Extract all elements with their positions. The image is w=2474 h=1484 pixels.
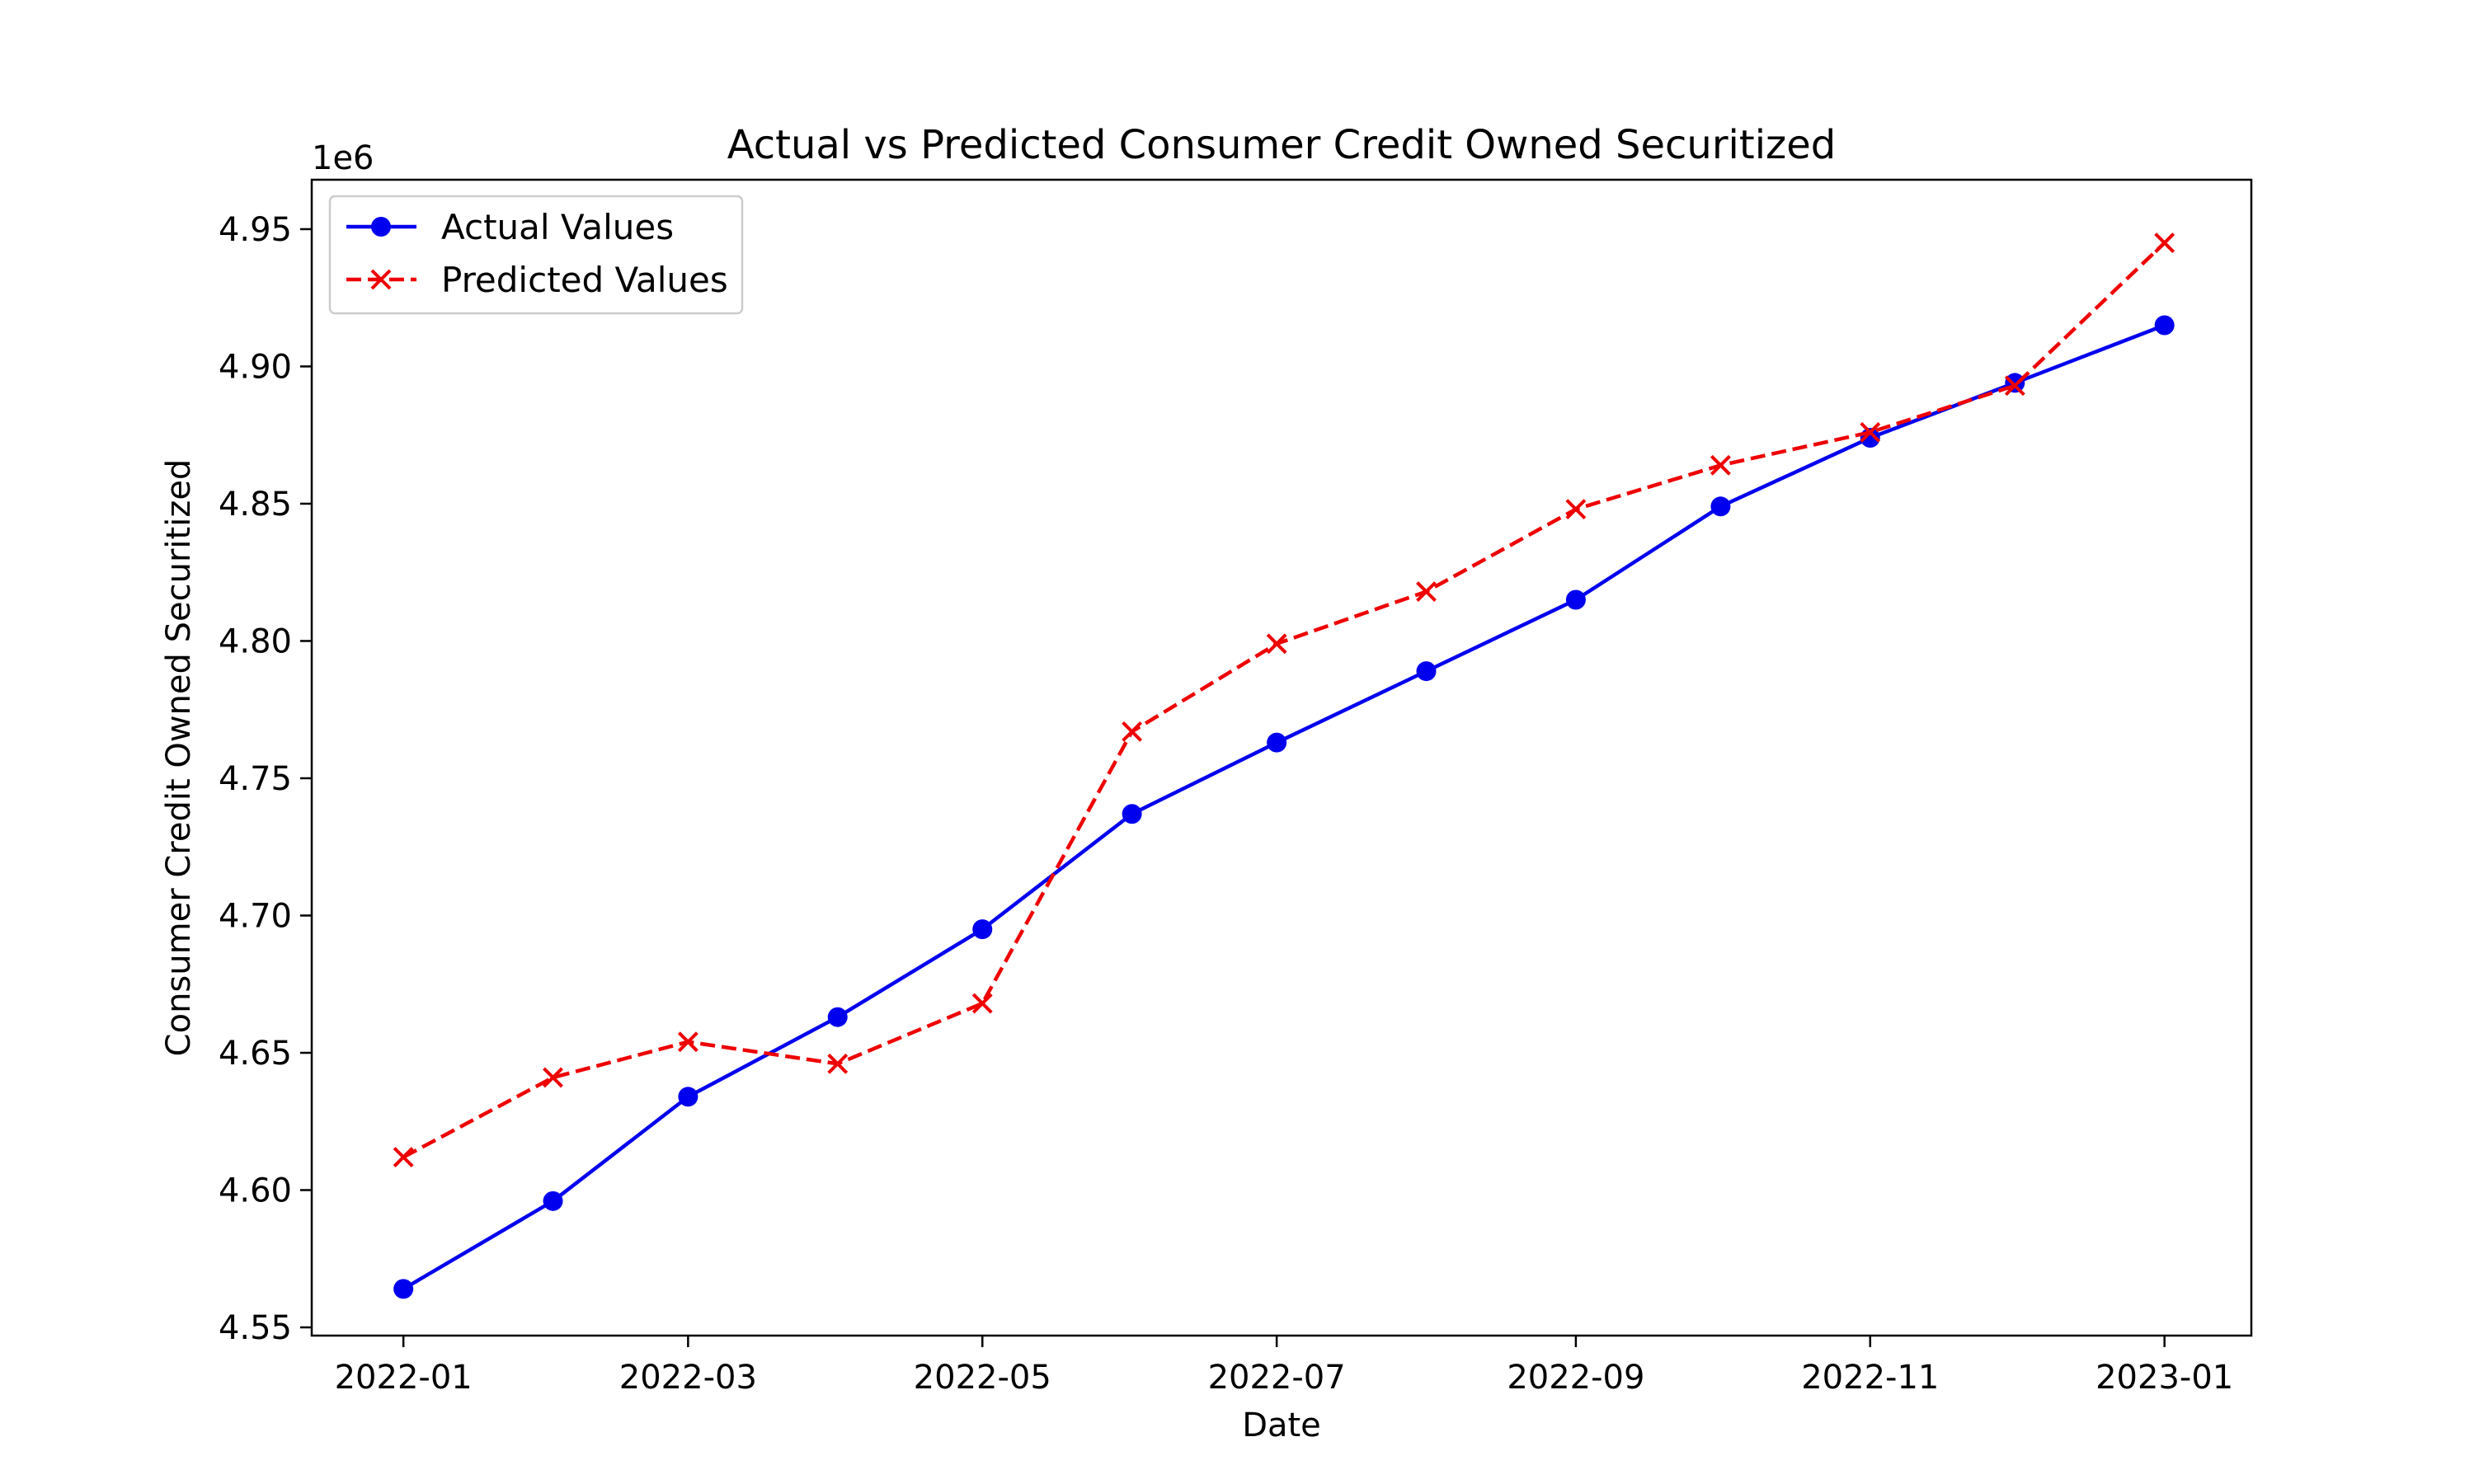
y-tick-label: 4.90 [219,348,292,386]
chart-title: Actual vs Predicted Consumer Credit Owne… [727,122,1836,168]
x-tick-label: 2022-11 [1801,1359,1939,1397]
data-point [971,993,993,1014]
data-point [393,1279,414,1299]
legend-item: Actual Values [346,207,674,247]
y-tick-label: 4.80 [219,622,292,660]
legend-marker [371,217,391,237]
data-point [1565,589,1586,610]
y-tick-label: 4.75 [219,760,292,798]
y-tick-label: 4.95 [219,211,292,249]
data-point [2004,375,2025,397]
data-point [1710,496,1731,517]
x-tick-label: 2022-03 [619,1359,757,1397]
y-tick-label: 4.55 [219,1309,292,1347]
data-point [827,1053,849,1074]
data-point [1416,661,1437,682]
data-point [1565,499,1587,520]
data-point [1416,581,1437,602]
y-offset-label: 1e6 [312,139,374,177]
x-tick-label: 2022-07 [1208,1359,1346,1397]
data-point [972,919,993,940]
x-axis-ticks: 2022-01 2022-03 2022-05 2022-07 2022-09 2022-… [335,1336,2233,1397]
legend-label: Actual Values [441,207,674,247]
x-tick-label: 2022-05 [914,1359,1051,1397]
y-axis-label: Consumer Credit Owned Securitized [160,459,198,1057]
data-point [2154,315,2175,336]
data-point [1266,633,1287,655]
y-tick-label: 4.65 [219,1035,292,1073]
data-point [1267,732,1287,753]
data-point [1860,421,1881,443]
x-tick-label: 2022-01 [335,1359,473,1397]
data-point [677,1031,698,1053]
axes-frame [310,178,2253,1337]
data-point [2154,232,2175,254]
y-tick-label: 4.85 [219,486,292,524]
x-tick-label: 2022-09 [1507,1359,1644,1397]
data-point [393,1147,414,1167]
data-point [1710,454,1731,476]
data-point [1122,721,1143,742]
data-point [827,1007,848,1027]
y-axis-ticks: 4.55 4.60 4.65 4.70 4.75 4.80 4.85 4.90 4.95 [219,211,312,1347]
legend: Actual Values Predicted Values [328,195,744,315]
x-axis-label: Date [1242,1407,1321,1444]
legend-marker [370,269,392,290]
legend-box [328,195,744,315]
y-tick-label: 4.60 [219,1172,292,1210]
data-point [543,1067,563,1088]
legend-item: Predicted Values [346,260,728,300]
y-tick-label: 4.70 [219,897,292,935]
data-point [1122,804,1142,824]
x-tick-label: 2023-01 [2095,1359,2233,1397]
data-point [678,1087,698,1107]
series-predicted [393,232,2175,1167]
plot-series [393,232,2175,1299]
legend-label: Predicted Values [441,260,728,300]
data-point [543,1190,563,1211]
